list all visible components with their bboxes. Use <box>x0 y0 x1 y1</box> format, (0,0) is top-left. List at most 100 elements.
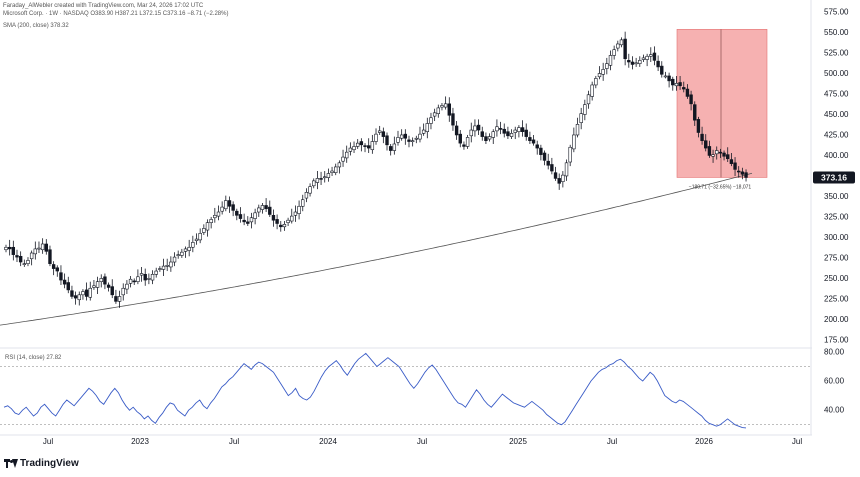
candle-body <box>319 178 323 180</box>
candle-body <box>454 125 459 136</box>
candle-body <box>187 246 191 251</box>
price-tick-label: 575.00 <box>824 8 849 17</box>
candle-body <box>564 162 569 177</box>
candle-body <box>605 63 609 69</box>
rsi-legend: RSI (14, close) 27.82 <box>5 355 62 361</box>
candle-body <box>535 144 539 149</box>
candle-body <box>363 145 367 147</box>
candle-body <box>198 233 202 241</box>
candles-group[interactable] <box>4 31 748 308</box>
price-tick-label: 450.00 <box>824 110 849 119</box>
time-axis[interactable]: Jul 2023 Jul 2024 Jul 2025 Jul 2026 Jul <box>43 437 802 446</box>
price-tick-label: 325.00 <box>824 212 849 221</box>
candle-body <box>264 205 268 210</box>
candle-body <box>238 214 243 219</box>
candle-body <box>619 39 624 46</box>
candle-body <box>341 156 345 162</box>
candle-body <box>586 94 591 105</box>
rsi-tick-label: 60.00 <box>824 377 845 386</box>
price-tick-label: 425.00 <box>824 130 849 139</box>
candle-body <box>473 125 477 132</box>
candle-body <box>290 215 294 222</box>
candle-body <box>656 60 660 68</box>
time-tick-label: Jul <box>792 437 802 446</box>
candle-body <box>165 265 169 267</box>
candle-body <box>480 131 484 137</box>
candle-body <box>301 199 305 207</box>
candle-body <box>594 78 598 86</box>
candle-body <box>213 214 217 219</box>
price-tick-label: 300.00 <box>824 233 849 242</box>
rsi-pane[interactable] <box>0 352 810 429</box>
candle-body <box>674 83 679 87</box>
candle-body <box>147 278 151 280</box>
candle-body <box>524 129 528 137</box>
price-tick-label: 175.00 <box>824 335 849 344</box>
candle-body <box>370 141 375 151</box>
candle-body <box>685 88 690 97</box>
candle-body <box>374 133 378 142</box>
candle-body <box>337 162 342 168</box>
candle-body <box>224 200 228 210</box>
candle-body <box>114 296 118 302</box>
candle-body <box>458 133 462 144</box>
brand-name: TradingView <box>20 458 79 469</box>
candle-body <box>550 164 554 172</box>
candle-body <box>352 146 356 151</box>
candle-body <box>696 119 701 133</box>
candle-body <box>513 129 517 133</box>
candle-body <box>704 140 708 149</box>
candle-body <box>220 206 224 212</box>
candle-body <box>231 204 235 211</box>
candle-body <box>359 141 364 146</box>
candle-body <box>616 43 620 49</box>
candle-body <box>81 291 85 296</box>
candle-body <box>542 152 547 161</box>
candle-body <box>275 219 279 224</box>
candle-body <box>539 147 543 155</box>
candle-body <box>447 103 451 116</box>
candle-body <box>612 49 616 56</box>
candle-body <box>293 211 298 216</box>
symbol-ohlc-legend: Microsoft Corp. · 1W · NASDAQ O383.90 H3… <box>3 11 229 17</box>
candle-body <box>608 55 613 66</box>
candle-body <box>95 281 100 288</box>
candle-body <box>667 75 671 82</box>
chart-header: Faraday_AlWebler created with TradingVie… <box>3 2 228 30</box>
candle-body <box>125 283 129 290</box>
candle-body <box>440 105 444 108</box>
sma-line <box>0 172 753 326</box>
candle-body <box>627 60 631 63</box>
candle-body <box>121 287 125 296</box>
range-measure-box[interactable]: −180.71 (−32.65%) −18,071 <box>676 29 768 190</box>
candle-body <box>553 172 558 179</box>
candle-body <box>484 136 488 142</box>
candle-body <box>194 238 199 242</box>
candle-body <box>410 140 415 143</box>
candle-body <box>443 103 448 108</box>
candle-body <box>407 139 411 142</box>
tradingview-brand[interactable]: TradingView <box>4 458 79 469</box>
time-tick-label: Jul <box>417 437 427 446</box>
time-tick-label: Jul <box>607 437 617 446</box>
price-tick-label: 250.00 <box>824 274 849 283</box>
price-tick-label: 225.00 <box>824 294 849 303</box>
price-tick-label: 400.00 <box>824 151 849 160</box>
candle-body <box>403 133 408 139</box>
candle-body <box>671 78 675 86</box>
candle-body <box>154 270 158 275</box>
price-axis[interactable]: 575.00 550.00 525.00 500.00 475.00 450.00 425.… <box>824 8 849 345</box>
candle-body <box>286 219 290 223</box>
tradingview-logo-icon <box>4 459 18 468</box>
candle-body <box>700 133 704 142</box>
time-tick-label: Jul <box>43 437 53 446</box>
candle-body <box>414 137 419 140</box>
candle-body <box>495 126 499 132</box>
candle-body <box>597 73 602 78</box>
rsi-axis[interactable]: 80.00 60.00 40.00 <box>824 347 845 414</box>
candle-body <box>561 174 565 182</box>
candle-body <box>246 221 250 224</box>
candle-body <box>40 243 45 251</box>
candle-body <box>583 104 587 115</box>
